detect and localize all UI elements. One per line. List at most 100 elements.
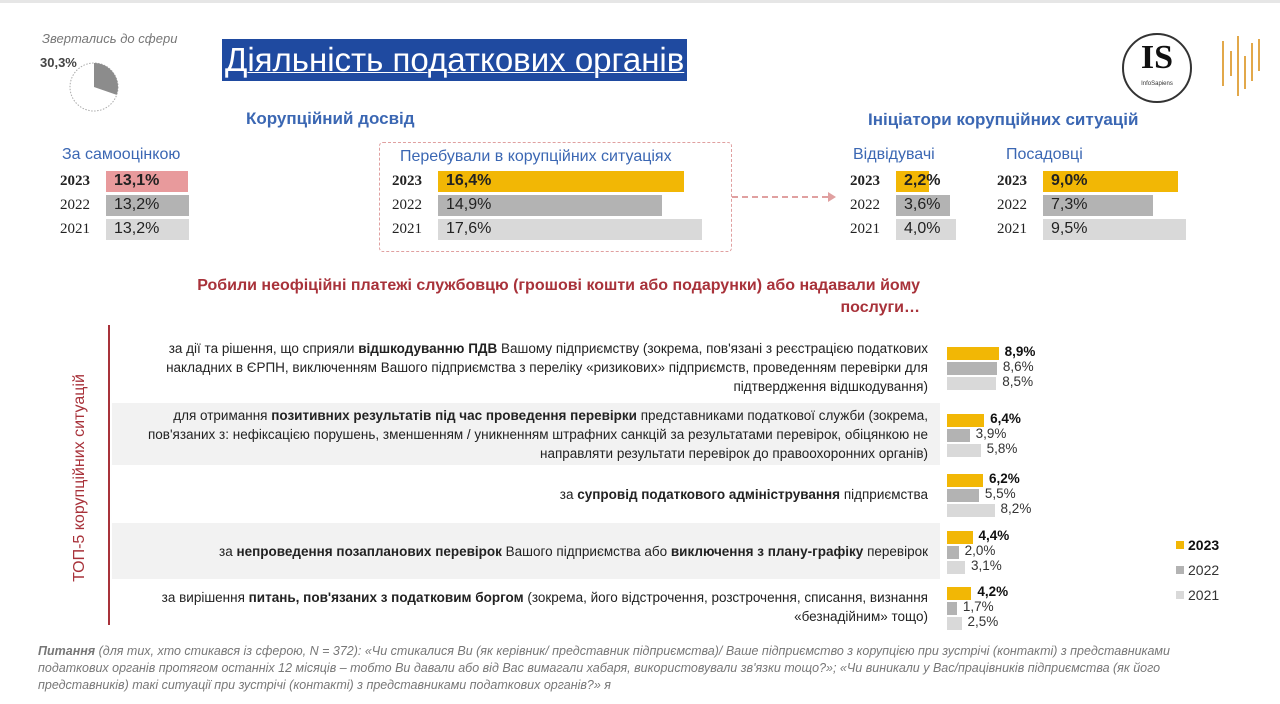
legend-swatch: [1176, 541, 1184, 549]
bar-value-label: 8,2%: [1000, 500, 1032, 516]
brand-logo: [1222, 36, 1260, 96]
bar-value-label: 13,2%: [114, 220, 160, 237]
year-label: 2021: [850, 221, 880, 237]
top5-axis-label: ТОП-5 корупційних ситуацій: [71, 374, 89, 582]
bar-row-2021: 2021 17,6%: [392, 219, 702, 240]
bar-value-label: 3,1%: [970, 557, 1002, 573]
bar-2023: [947, 346, 999, 360]
bar-2021: [947, 560, 965, 574]
year-label: 2023: [997, 173, 1027, 189]
year-label: 2023: [60, 173, 90, 189]
self-assessment-title: За самооцінкою: [62, 146, 181, 163]
bar-row-2023: 2023 2,2%: [850, 171, 940, 192]
bar-value-label: 2,5%: [967, 613, 999, 629]
bar-2022: 14,9%: [438, 195, 662, 216]
bar-2022: [947, 428, 970, 442]
footnote: Питання (для тих, хто стикався із сферою…: [38, 644, 1170, 692]
bar-2023: [947, 413, 985, 427]
bar-row-2023: 2023 13,1%: [60, 171, 188, 192]
year-label: 2022: [997, 197, 1027, 213]
bar-2023: [947, 473, 983, 487]
bar-2021: [947, 503, 995, 517]
bar-value-label: 4,4%: [978, 527, 1010, 543]
legend-2021: 2021: [1176, 587, 1219, 603]
bar-row-2023: 2023 16,4%: [392, 171, 684, 192]
bar-value-label: 2,2%: [904, 172, 941, 189]
situation-label: за супровід податкового адміністрування …: [559, 486, 928, 502]
situation-row: за дії та рішення, що сприяли відшкодува…: [112, 333, 940, 401]
bar-value-label: 6,2%: [988, 470, 1020, 486]
bar-row-2022: 2022 3,6%: [850, 195, 950, 216]
bar-2022: [947, 601, 957, 615]
bar-2021: [947, 443, 981, 457]
visitors-title: Відвідувачі: [853, 146, 935, 163]
bar-2022: [947, 361, 997, 375]
pie-chart: [69, 62, 119, 112]
bar-2021: 4,0%: [896, 219, 956, 240]
bar-value-label: 14,9%: [446, 196, 492, 213]
bar-value-label: 8,9%: [1004, 343, 1036, 359]
arrow-icon: [732, 192, 836, 202]
legend-2023: 2023: [1176, 537, 1219, 553]
situation-row: за непроведення позапланових перевірок В…: [112, 523, 940, 579]
bar-2021: [947, 376, 997, 390]
bar-value-label: 4,2%: [977, 583, 1009, 599]
bar-row-2021: 2021 4,0%: [850, 219, 956, 240]
infosapiens-logo: IS InfoSapiens: [1122, 33, 1192, 103]
bar-2023: 9,0%: [1043, 171, 1178, 192]
bar-2022: 7,3%: [1043, 195, 1153, 216]
bar-value-label: 6,4%: [990, 410, 1021, 426]
bar-value-label: 1,7%: [962, 598, 994, 614]
bar-2022: [947, 545, 959, 559]
bar-row-2023: 2023 9,0%: [997, 171, 1178, 192]
situations-title: Перебували в корупційних ситуаціях: [400, 148, 672, 165]
bar-2021: 9,5%: [1043, 219, 1186, 240]
page-title: Діяльність податкових органів: [222, 39, 688, 81]
situation-label: для отримання позитивних результатів під…: [147, 407, 928, 461]
legend-swatch: [1176, 591, 1184, 599]
bar-value-label: 16,4%: [446, 172, 492, 189]
bar-value-label: 2,0%: [964, 542, 996, 558]
year-label: 2021: [997, 221, 1027, 237]
initiators-heading: Ініціатори корупційних ситуацій: [868, 110, 1139, 129]
bar-2021: [947, 616, 962, 630]
year-label: 2021: [392, 221, 422, 237]
bar-value-label: 5,8%: [986, 440, 1018, 456]
payments-heading: Робили неофіційні платежі службовцю (гро…: [197, 277, 920, 316]
highlight-frame: [379, 142, 732, 252]
bar-2022: 3,6%: [896, 195, 950, 216]
bar-value-label: 17,6%: [446, 220, 492, 237]
year-label: 2021: [60, 221, 90, 237]
bar-row-2022: 2022 13,2%: [60, 195, 189, 216]
year-label: 2022: [850, 197, 880, 213]
year-label: 2023: [850, 173, 880, 189]
bar-2023: 13,1%: [106, 171, 188, 192]
officials-title: Посадовці: [1006, 146, 1083, 163]
bar-2023: 2,2%: [896, 171, 940, 192]
bar-value-label: 13,2%: [114, 196, 160, 213]
year-label: 2023: [392, 173, 422, 189]
bar-value-label: 13,1%: [114, 172, 160, 189]
bar-2023: 16,4%: [438, 171, 684, 192]
bar-2021: 13,2%: [106, 219, 189, 240]
bar-value-label: 7,3%: [1051, 196, 1088, 213]
bar-row-2021: 2021 9,5%: [997, 219, 1186, 240]
bar-2023: [947, 586, 972, 600]
pie-value: 30,3%: [40, 55, 77, 70]
year-label: 2022: [392, 197, 422, 213]
pie-label: Звертались до сфери: [42, 31, 178, 46]
axis-line: [108, 325, 110, 625]
bar-value-label: 8,5%: [1002, 373, 1034, 389]
bar-value-label: 9,0%: [1051, 172, 1088, 189]
corruption-experience-heading: Корупційний досвід: [246, 109, 415, 128]
bar-2022: 13,2%: [106, 195, 189, 216]
bar-value-label: 9,5%: [1051, 220, 1088, 237]
bar-row-2021: 2021 13,2%: [60, 219, 189, 240]
bar-value-label: 3,6%: [904, 196, 941, 213]
situation-label: за непроведення позапланових перевірок В…: [219, 543, 928, 559]
bar-2021: 17,6%: [438, 219, 702, 240]
bar-2022: [947, 488, 979, 502]
bar-value-label: 5,5%: [984, 485, 1016, 501]
bar-value-label: 8,6%: [1002, 358, 1034, 374]
bar-row-2022: 2022 7,3%: [997, 195, 1153, 216]
